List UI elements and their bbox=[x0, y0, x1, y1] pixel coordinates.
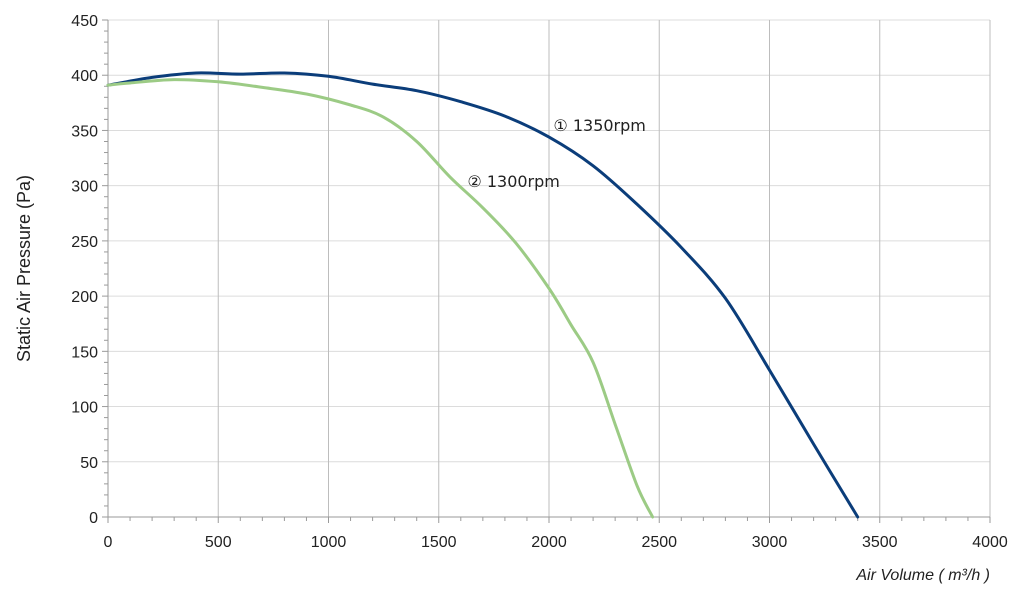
y-tick-label: 150 bbox=[71, 344, 98, 361]
y-tick-label: 100 bbox=[71, 400, 98, 417]
series-group bbox=[106, 71, 860, 519]
x-tick-label: 1000 bbox=[311, 534, 347, 551]
y-tick-label: 200 bbox=[71, 289, 98, 306]
x-tick-label: 2500 bbox=[641, 534, 677, 551]
x-tick-label: 4000 bbox=[972, 534, 1008, 551]
series-line-1 bbox=[106, 71, 860, 519]
grid-lines bbox=[108, 19, 991, 517]
x-tick-label: 1500 bbox=[421, 534, 457, 551]
y-tick-label: 50 bbox=[80, 455, 98, 472]
x-tick-label: 0 bbox=[104, 534, 113, 551]
y-tick-label: 0 bbox=[89, 510, 98, 527]
series-label-2: ② 1300rpm bbox=[467, 172, 559, 191]
y-axis-title: Static Air Pressure (Pa) bbox=[14, 175, 34, 362]
x-axis-title: Air Volume ( m³/h ) bbox=[855, 567, 990, 584]
tick-labels: 0 50 100 150 200 250 300 350 400 450 0 500 1000 1500 2… bbox=[71, 13, 1008, 551]
y-tick-label: 250 bbox=[71, 234, 98, 251]
y-tick-label: 350 bbox=[71, 123, 98, 140]
x-tick-label: 500 bbox=[205, 534, 232, 551]
series-annotations: ① 1350rpm ② 1300rpm bbox=[467, 116, 645, 191]
x-tick-label: 3500 bbox=[862, 534, 898, 551]
series-label-1: ① 1350rpm bbox=[553, 116, 645, 135]
y-tick-label: 300 bbox=[71, 179, 98, 196]
series-line-2 bbox=[106, 78, 655, 519]
y-tick-label: 450 bbox=[71, 13, 98, 30]
x-tick-label: 2000 bbox=[531, 534, 567, 551]
axes bbox=[102, 19, 991, 523]
x-tick-label: 3000 bbox=[752, 534, 788, 551]
y-tick-label: 400 bbox=[71, 68, 98, 85]
